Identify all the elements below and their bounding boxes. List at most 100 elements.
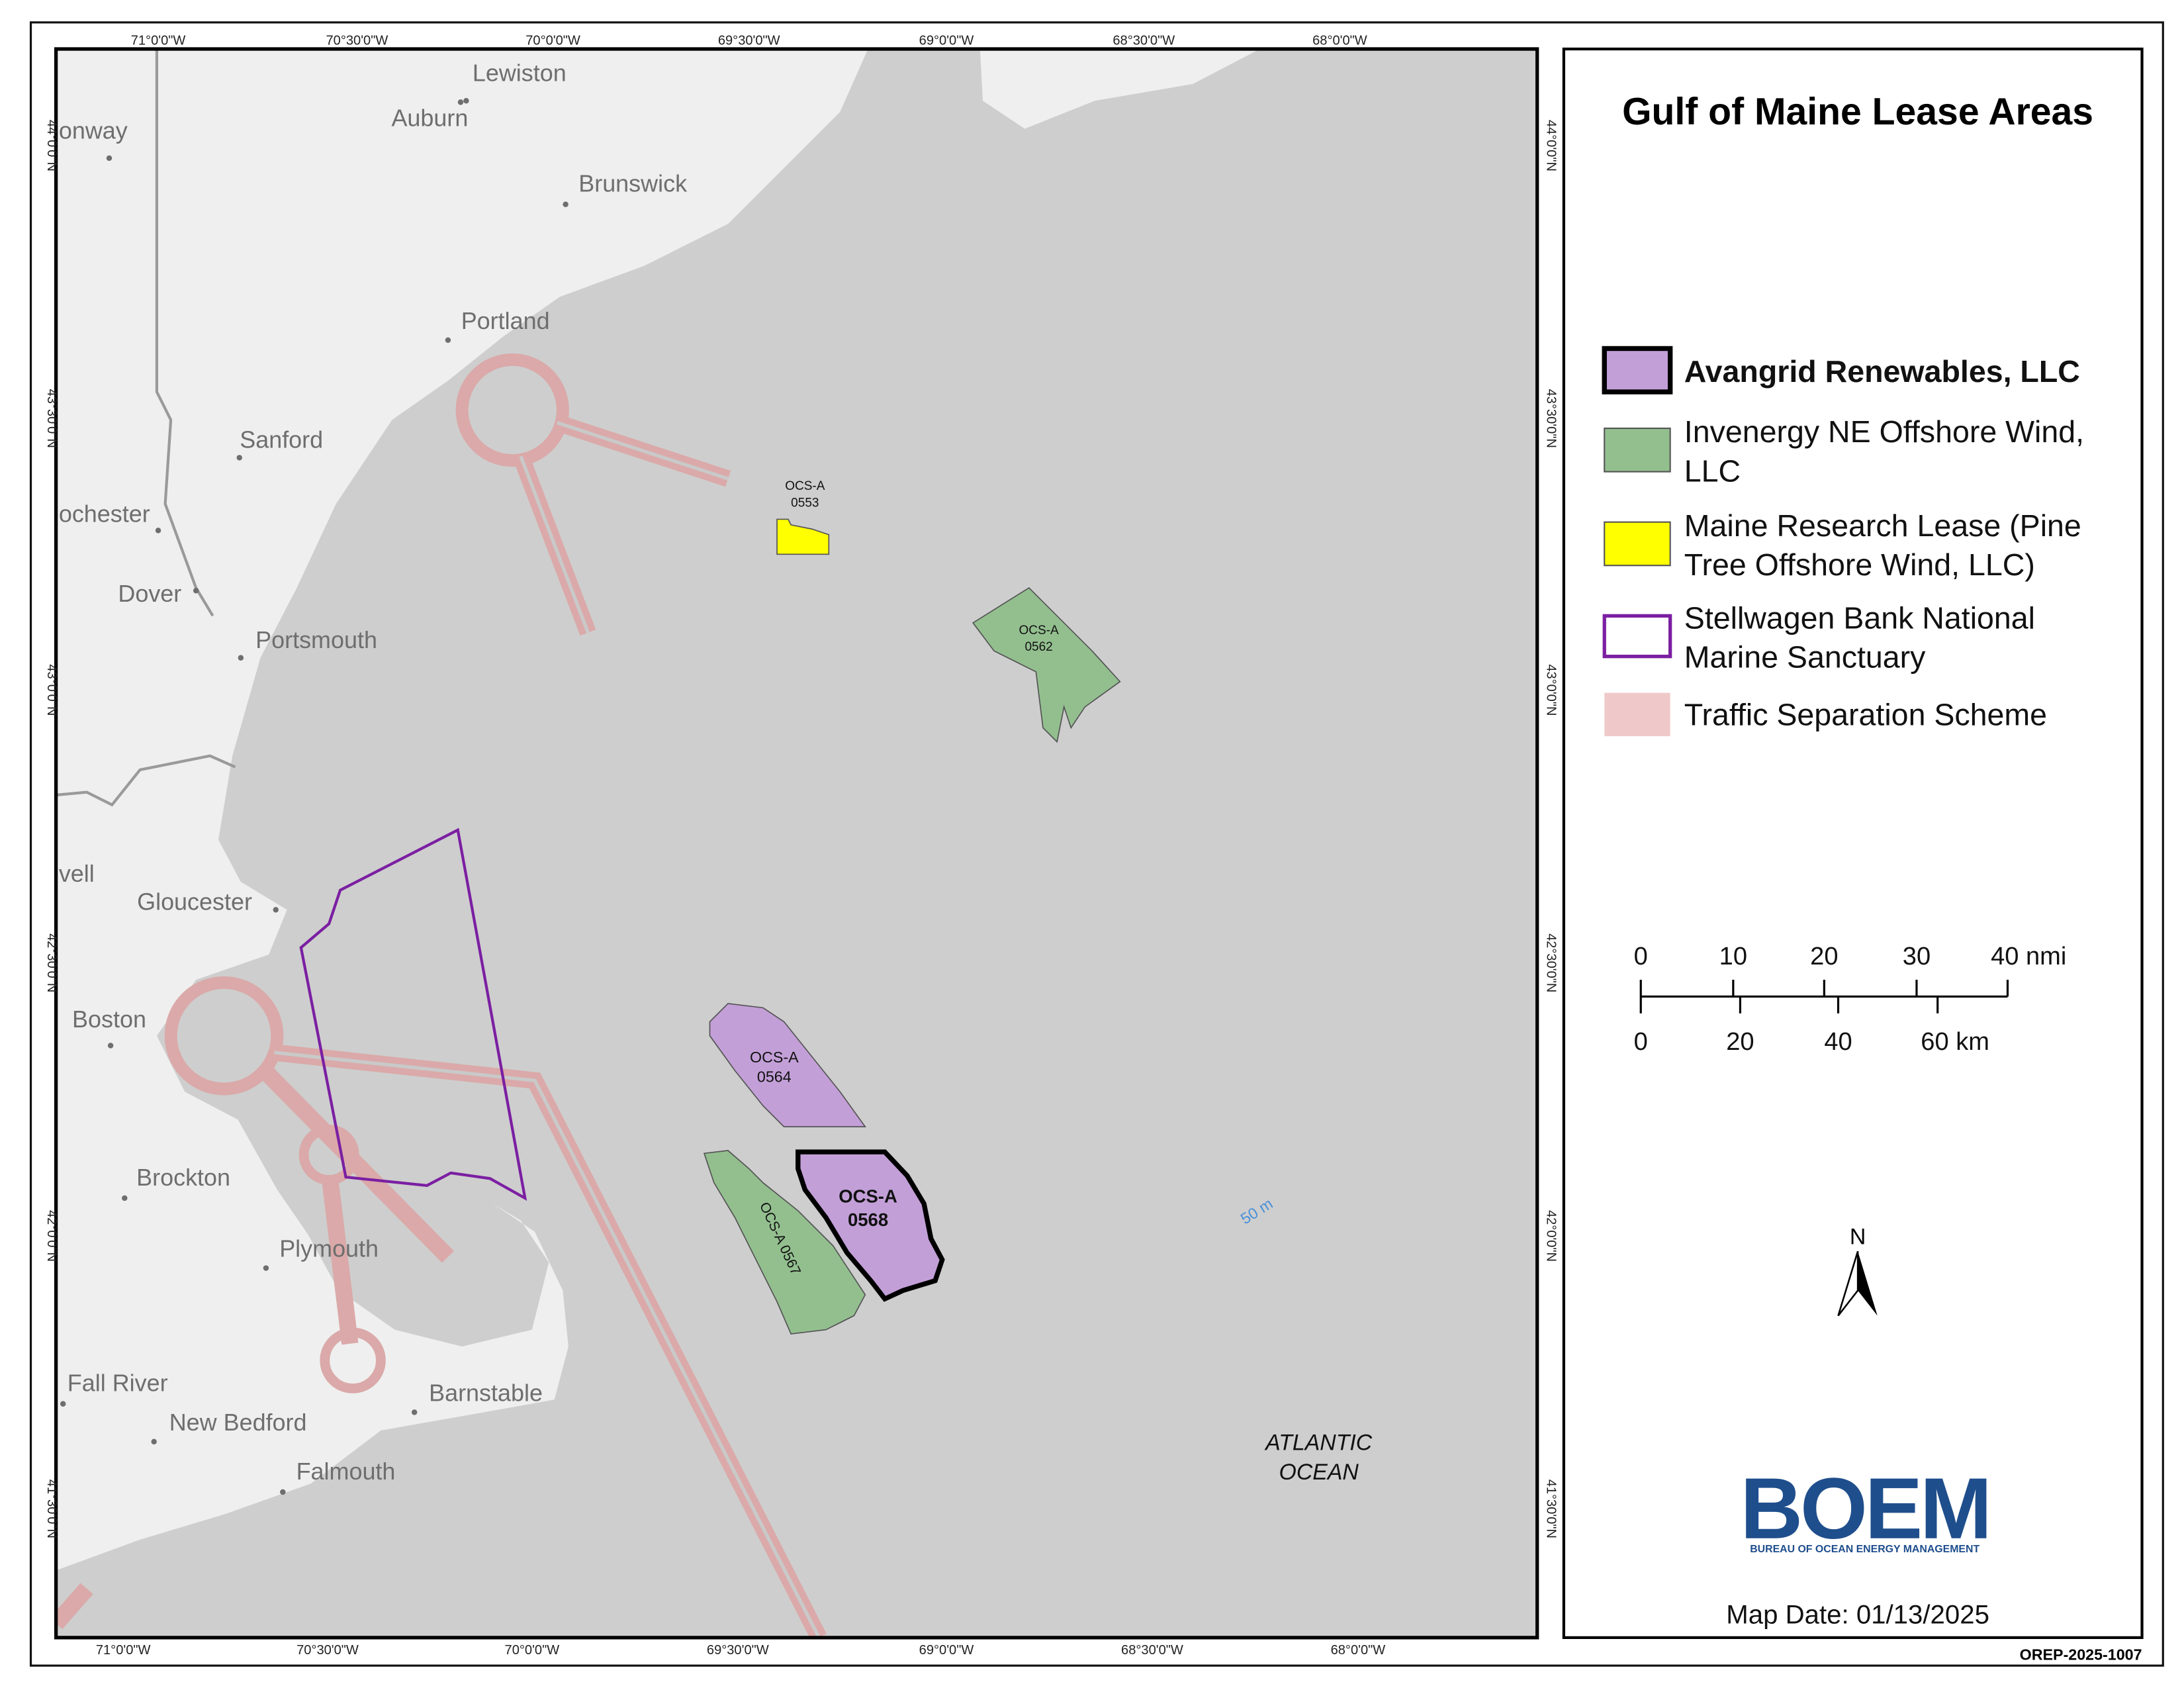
place-label: Lewiston (473, 60, 567, 87)
legend-swatch (1604, 521, 1671, 567)
place-label: Brunswick (578, 170, 688, 197)
traffic-separation (56, 353, 827, 1638)
lease-0567 (703, 1150, 866, 1335)
north-label: N (1850, 1225, 1866, 1250)
stellwagen-sanctuary (299, 827, 527, 1201)
lease-label: OCS-A (750, 1049, 799, 1066)
latitude-label: 43°0'0"N (44, 664, 59, 716)
scale-label: 0 (1634, 1028, 1648, 1056)
latitude-label: 41°30'0"N (1543, 1479, 1558, 1538)
scale-label: 10 (1719, 943, 1747, 970)
graticule-labels: 71°0'0"W 70°30'0"W 70°0'0"W 69°30'0"W 69… (44, 34, 1559, 1658)
scale-label: 20 (1726, 1028, 1754, 1056)
place-label: Falmouth (296, 1458, 396, 1485)
place-label: Barnstable (429, 1380, 543, 1407)
document-id: OREP-2025-1007 (2020, 1646, 2142, 1664)
lease-0562 (972, 586, 1121, 743)
map-date: Map Date: 01/13/2025 (1726, 1600, 1989, 1630)
lease-label: OCS-A (785, 479, 825, 493)
place-label: vell (59, 860, 95, 887)
legend-label: Traffic Separation Scheme (1684, 697, 2047, 731)
map-title: Gulf of Maine Lease Areas (1622, 91, 2093, 133)
latitude-label: 44°0'0"N (1543, 120, 1558, 171)
legend-panel (1562, 47, 2144, 1639)
place-label: Portland (461, 307, 550, 334)
logo-name: BOEM (1740, 1460, 1989, 1557)
lease-0564 (709, 1003, 866, 1127)
longitude-label: 68°0'0"W (1331, 1643, 1386, 1658)
latitude-label: 43°0'0"N (1543, 664, 1558, 716)
legend-swatch (1602, 614, 1672, 659)
boem-logo: BOEM BUREAU OF OCEAN ENERGY MANAGEMENT (1740, 1460, 1992, 1557)
place-label: Plymouth (279, 1235, 379, 1262)
place-label: ochester (59, 500, 150, 528)
scale-label: 60 km (1921, 1028, 1989, 1056)
lease-0568 (796, 1149, 945, 1302)
scale-label: 30 (1903, 943, 1931, 970)
state-boundary (155, 49, 214, 617)
longitude-label: 69°0'0"W (919, 1643, 974, 1658)
scale-label: 40 nmi (1991, 943, 2066, 970)
lease-label: OCS-A (839, 1186, 897, 1206)
longitude-label: 70°0'0"W (525, 34, 580, 48)
map-frame (54, 47, 1539, 1640)
place-label: Auburn (391, 104, 468, 131)
longitude-label: 70°0'0"W (505, 1643, 560, 1658)
longitude-label: 68°30'0"W (1113, 34, 1175, 48)
land (979, 49, 1260, 129)
legend-label: Maine Research Lease (Pine (1684, 508, 2081, 543)
place-label: Brockton (136, 1164, 230, 1191)
lease-0553 (776, 518, 830, 555)
longitude-label: 71°0'0"W (96, 1643, 151, 1658)
legend-swatch (1602, 346, 1673, 395)
longitude-label: 70°30'0"W (296, 1643, 359, 1658)
north-arrow (1837, 1250, 1859, 1317)
state-boundary (56, 754, 236, 807)
ocean-label: OCEAN (1279, 1460, 1359, 1485)
lease-label: 0562 (1024, 640, 1052, 654)
scale-bar (1639, 980, 2009, 1013)
place-label: Fall River (68, 1370, 168, 1397)
legend-label: Marine Sanctuary (1684, 640, 1926, 675)
legend-label: Avangrid Renewables, LLC (1684, 354, 2080, 389)
place-dots (60, 98, 569, 1495)
lease-label: 0564 (757, 1068, 792, 1085)
longitude-label: 68°30'0"W (1121, 1643, 1183, 1658)
latitude-label: 43°30'0"N (44, 389, 59, 448)
legend-label: Stellwagen Bank National (1684, 600, 2035, 635)
north-arrow (1858, 1251, 1878, 1316)
legend-label: Tree Offshore Wind, LLC) (1684, 547, 2035, 582)
longitude-label: 70°30'0"W (326, 34, 388, 48)
lease-label: 0568 (848, 1209, 888, 1230)
latitude-label: 42°30'0"N (1543, 933, 1558, 992)
longitude-label: 69°30'0"W (718, 34, 780, 48)
latitude-label: 42°30'0"N (44, 933, 59, 992)
longitude-label: 68°0'0"W (1312, 34, 1367, 48)
scale-label: 0 (1634, 943, 1648, 970)
lease-label: OCS-A (1019, 624, 1059, 637)
latitude-label: 43°30'0"N (1543, 389, 1558, 448)
longitude-label: 69°0'0"W (919, 34, 974, 48)
lease-label: 0553 (791, 496, 819, 510)
legend-swatch (1604, 427, 1671, 473)
latitude-label: 41°30'0"N (44, 1479, 59, 1538)
longitude-label: 71°0'0"W (131, 34, 186, 48)
scale-label: 20 (1810, 943, 1838, 970)
latitude-label: 42°0'0"N (44, 1210, 59, 1262)
legend-label: LLC (1684, 453, 1741, 488)
place-label: Gloucester (137, 888, 252, 915)
place-label: Dover (118, 580, 181, 607)
logo-subtitle: BUREAU OF OCEAN ENERGY MANAGEMENT (1750, 1544, 1979, 1555)
latitude-label: 42°0'0"N (1543, 1210, 1558, 1262)
scale-label: 40 (1824, 1028, 1852, 1056)
legend-swatch (1604, 692, 1670, 737)
longitude-label: 69°30'0"W (707, 1643, 769, 1658)
latitude-label: 44°0'0"N (44, 120, 59, 171)
legend-label: Invenergy NE Offshore Wind, (1684, 414, 2084, 449)
place-label: Sanford (240, 426, 323, 453)
land (56, 49, 868, 1571)
map-area: OCS-A 0553 OCS-A 0562 OCS-A 0564 OCS-A 0… (56, 49, 1537, 1638)
place-label: onway (59, 117, 128, 144)
place-label: New Bedford (169, 1409, 307, 1436)
